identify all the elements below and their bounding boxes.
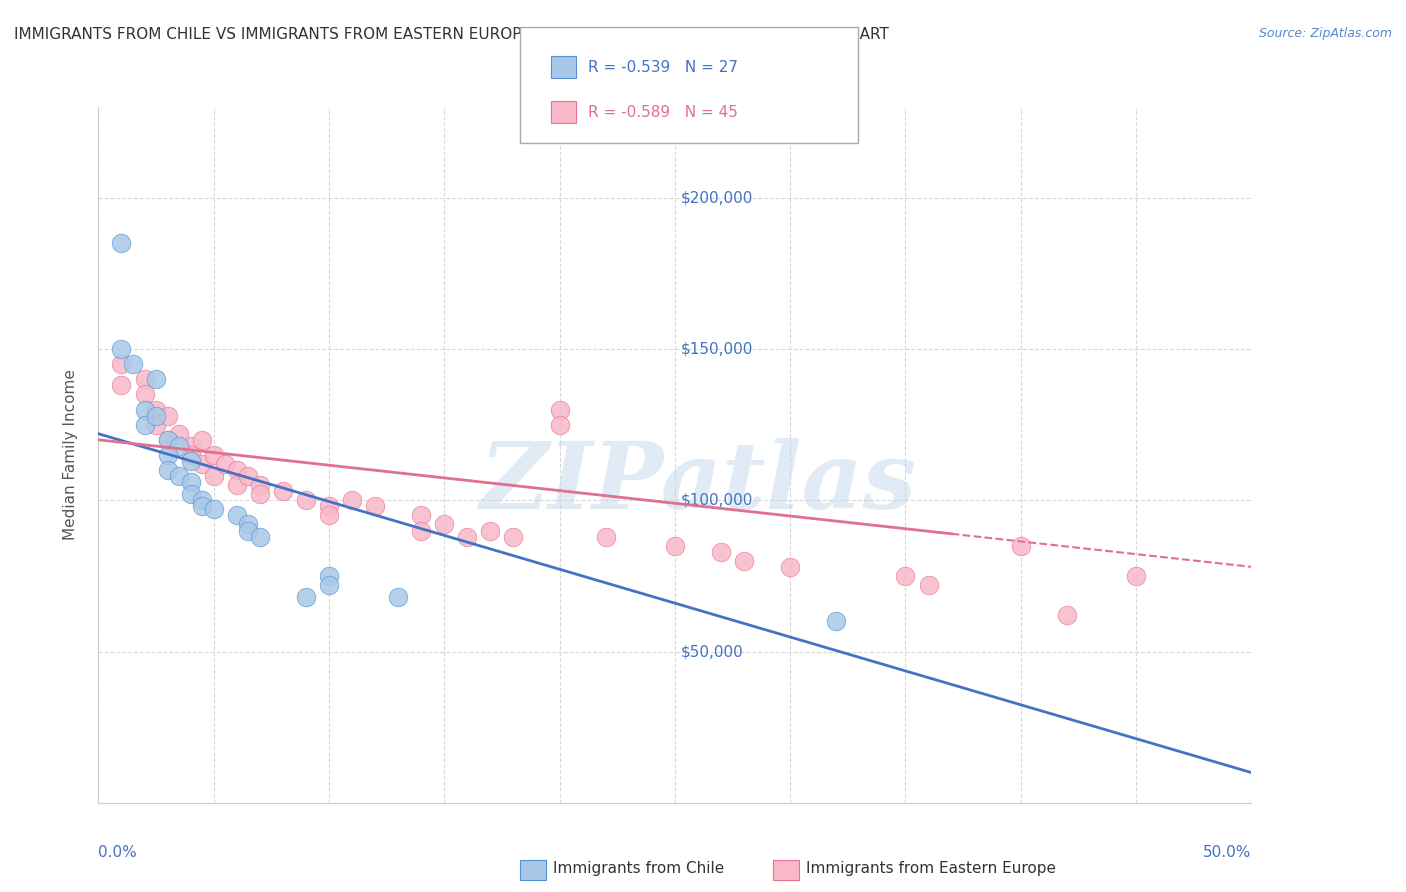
Point [191,500,214,514]
Text: 0.0%: 0.0% [98,845,138,860]
Point [595,530,617,544]
Point [191,433,214,447]
Point [318,500,340,514]
Point [180,487,202,501]
Text: 50.0%: 50.0% [1204,845,1251,860]
Point [548,402,571,417]
Text: R = -0.539   N = 27: R = -0.539 N = 27 [588,60,738,75]
Point [180,448,202,462]
Text: Immigrants from Chile: Immigrants from Chile [553,862,724,876]
Point [318,508,340,523]
Point [145,402,167,417]
Point [225,478,247,492]
Point [249,530,271,544]
Point [411,524,433,538]
Text: $150,000: $150,000 [681,342,754,357]
Point [271,484,294,499]
Point [110,236,132,251]
Point [825,615,848,629]
Point [387,590,409,604]
Point [238,524,260,538]
Point [318,569,340,583]
Point [733,554,755,568]
Point [1010,539,1032,553]
Point [156,409,179,423]
Point [340,493,363,508]
Point [917,578,939,592]
Point [1125,569,1147,583]
Text: ZIPatlas: ZIPatlas [479,438,917,528]
Point [548,417,571,432]
Point [134,417,156,432]
Point [456,530,478,544]
Point [191,457,214,471]
Point [479,524,502,538]
Point [202,448,225,462]
Text: $200,000: $200,000 [681,190,754,205]
Text: Source: ZipAtlas.com: Source: ZipAtlas.com [1258,27,1392,40]
Text: $100,000: $100,000 [681,492,754,508]
Point [238,469,260,483]
Text: Immigrants from Eastern Europe: Immigrants from Eastern Europe [806,862,1056,876]
Point [238,517,260,532]
Point [167,469,190,483]
Text: IMMIGRANTS FROM CHILE VS IMMIGRANTS FROM EASTERN EUROPE MEDIAN FAMILY INCOME COR: IMMIGRANTS FROM CHILE VS IMMIGRANTS FROM… [14,27,889,42]
Point [214,457,236,471]
Point [110,357,132,371]
Point [295,590,318,604]
Point [249,478,271,492]
Point [110,378,132,392]
Point [110,342,132,356]
Point [145,409,167,423]
Point [156,433,179,447]
Point [180,439,202,453]
Point [202,502,225,516]
Point [364,500,387,514]
Point [318,578,340,592]
Point [145,372,167,386]
Point [295,493,318,508]
Point [134,387,156,401]
Point [167,426,190,441]
Point [180,454,202,468]
Point [664,539,686,553]
Text: $50,000: $50,000 [681,644,744,659]
Point [191,493,214,508]
Point [894,569,917,583]
Point [710,545,733,559]
Point [433,517,456,532]
Point [156,433,179,447]
Point [167,439,190,453]
Y-axis label: Median Family Income: Median Family Income [63,369,77,541]
Point [249,487,271,501]
Point [1056,608,1078,623]
Point [134,372,156,386]
Point [225,508,247,523]
Point [225,463,247,477]
Point [145,417,167,432]
Point [411,508,433,523]
Point [156,448,179,462]
Point [156,463,179,477]
Point [122,357,145,371]
Text: R = -0.589   N = 45: R = -0.589 N = 45 [588,104,738,120]
Point [502,530,524,544]
Point [202,469,225,483]
Point [180,475,202,490]
Point [134,402,156,417]
Point [779,559,801,574]
